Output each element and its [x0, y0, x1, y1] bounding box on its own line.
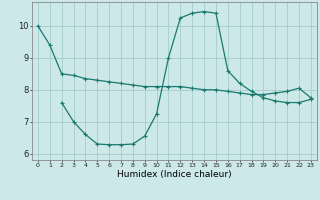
X-axis label: Humidex (Indice chaleur): Humidex (Indice chaleur) — [117, 170, 232, 179]
